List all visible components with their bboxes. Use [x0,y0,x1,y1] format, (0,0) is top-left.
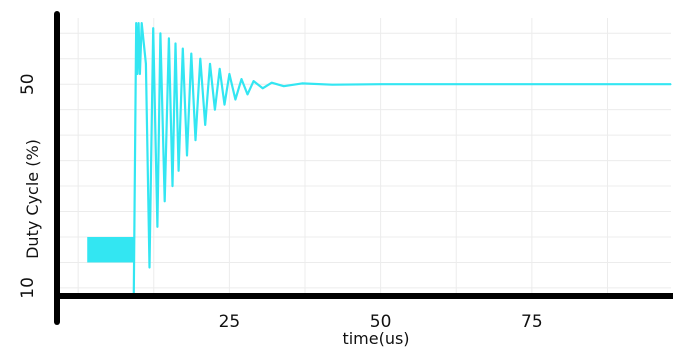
data-point [223,103,226,106]
data-point [252,80,255,82]
series-line [132,22,671,294]
data-point [159,32,162,34]
data-point [301,82,303,85]
grid-lines [60,18,671,293]
data-point [670,83,672,85]
tick-labels: 25 50 75 10 50 [18,73,543,332]
data-point [380,83,382,85]
data-point [148,266,151,269]
data-point [164,200,166,202]
data-point [331,84,333,86]
data-point [136,73,139,75]
x-tick-label: 25 [219,312,241,332]
data-point [186,154,188,157]
data-point [271,82,273,84]
data-point [246,93,249,95]
axes [54,11,673,325]
data-point [171,185,174,187]
data-point [177,170,180,172]
series-layer [87,22,672,294]
data-point [228,73,230,75]
data-point [156,226,158,228]
data-point [168,37,170,39]
data-point [145,63,147,65]
data-point [190,53,192,55]
series-band [87,236,134,263]
data-point [262,87,264,89]
data-point [194,139,197,141]
data-point [219,68,221,70]
data-point [199,58,201,60]
data-point [240,78,243,80]
x-axis-label: time(us) [342,329,409,347]
y-tick-label: 50 [18,73,38,95]
data-point [182,47,184,50]
data-point [138,22,140,24]
data-point [204,124,206,126]
data-point [141,22,143,24]
data-point [135,22,137,24]
y-tick-label: 10 [18,277,38,299]
data-point [283,85,285,87]
data-point [214,109,216,111]
data-point [234,98,237,101]
x-tick-label: 50 [370,312,392,332]
data-point [440,83,442,85]
x-tick-label: 75 [521,312,543,332]
data-point [152,27,154,29]
y-axis-label: Duty Cycle (%) [23,139,42,259]
data-point [531,83,533,85]
data-point [209,63,211,65]
data-point [139,73,141,75]
data-point [174,42,177,45]
